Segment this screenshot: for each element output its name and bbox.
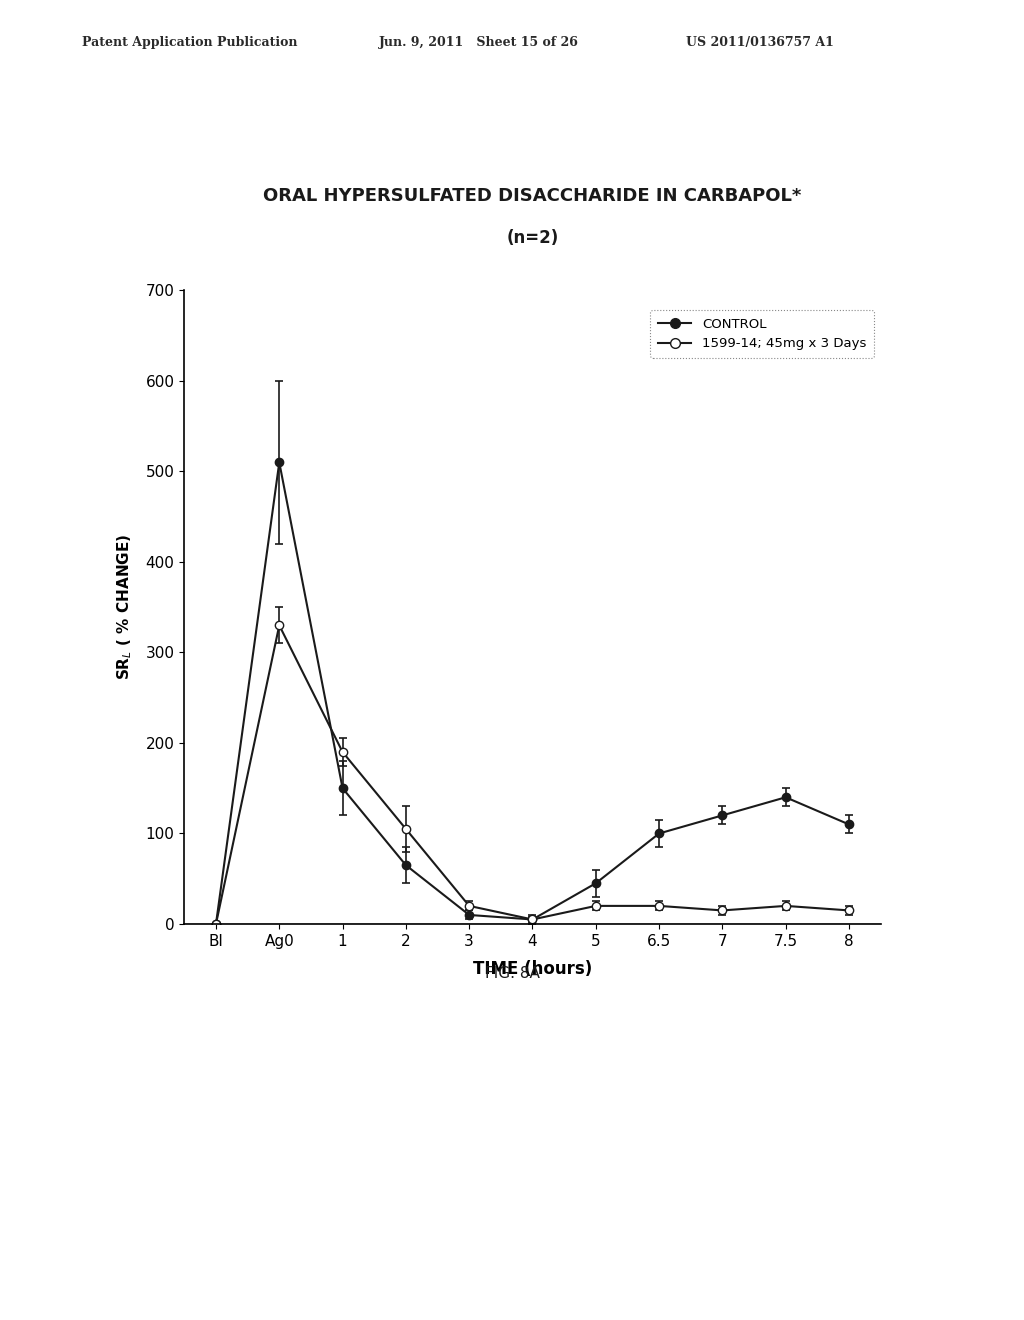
Y-axis label: SR$_L$ ( % CHANGE): SR$_L$ ( % CHANGE) (116, 533, 134, 681)
Text: Patent Application Publication: Patent Application Publication (82, 36, 297, 49)
Text: ORAL HYPERSULFATED DISACCHARIDE IN CARBAPOL*: ORAL HYPERSULFATED DISACCHARIDE IN CARBA… (263, 186, 802, 205)
Text: US 2011/0136757 A1: US 2011/0136757 A1 (686, 36, 834, 49)
X-axis label: TIME (hours): TIME (hours) (473, 960, 592, 978)
Text: Jun. 9, 2011   Sheet 15 of 26: Jun. 9, 2011 Sheet 15 of 26 (379, 36, 579, 49)
Text: FIG. 8A: FIG. 8A (484, 966, 540, 981)
Legend: CONTROL, 1599-14; 45mg x 3 Days: CONTROL, 1599-14; 45mg x 3 Days (650, 310, 874, 358)
Text: (n=2): (n=2) (506, 228, 559, 247)
